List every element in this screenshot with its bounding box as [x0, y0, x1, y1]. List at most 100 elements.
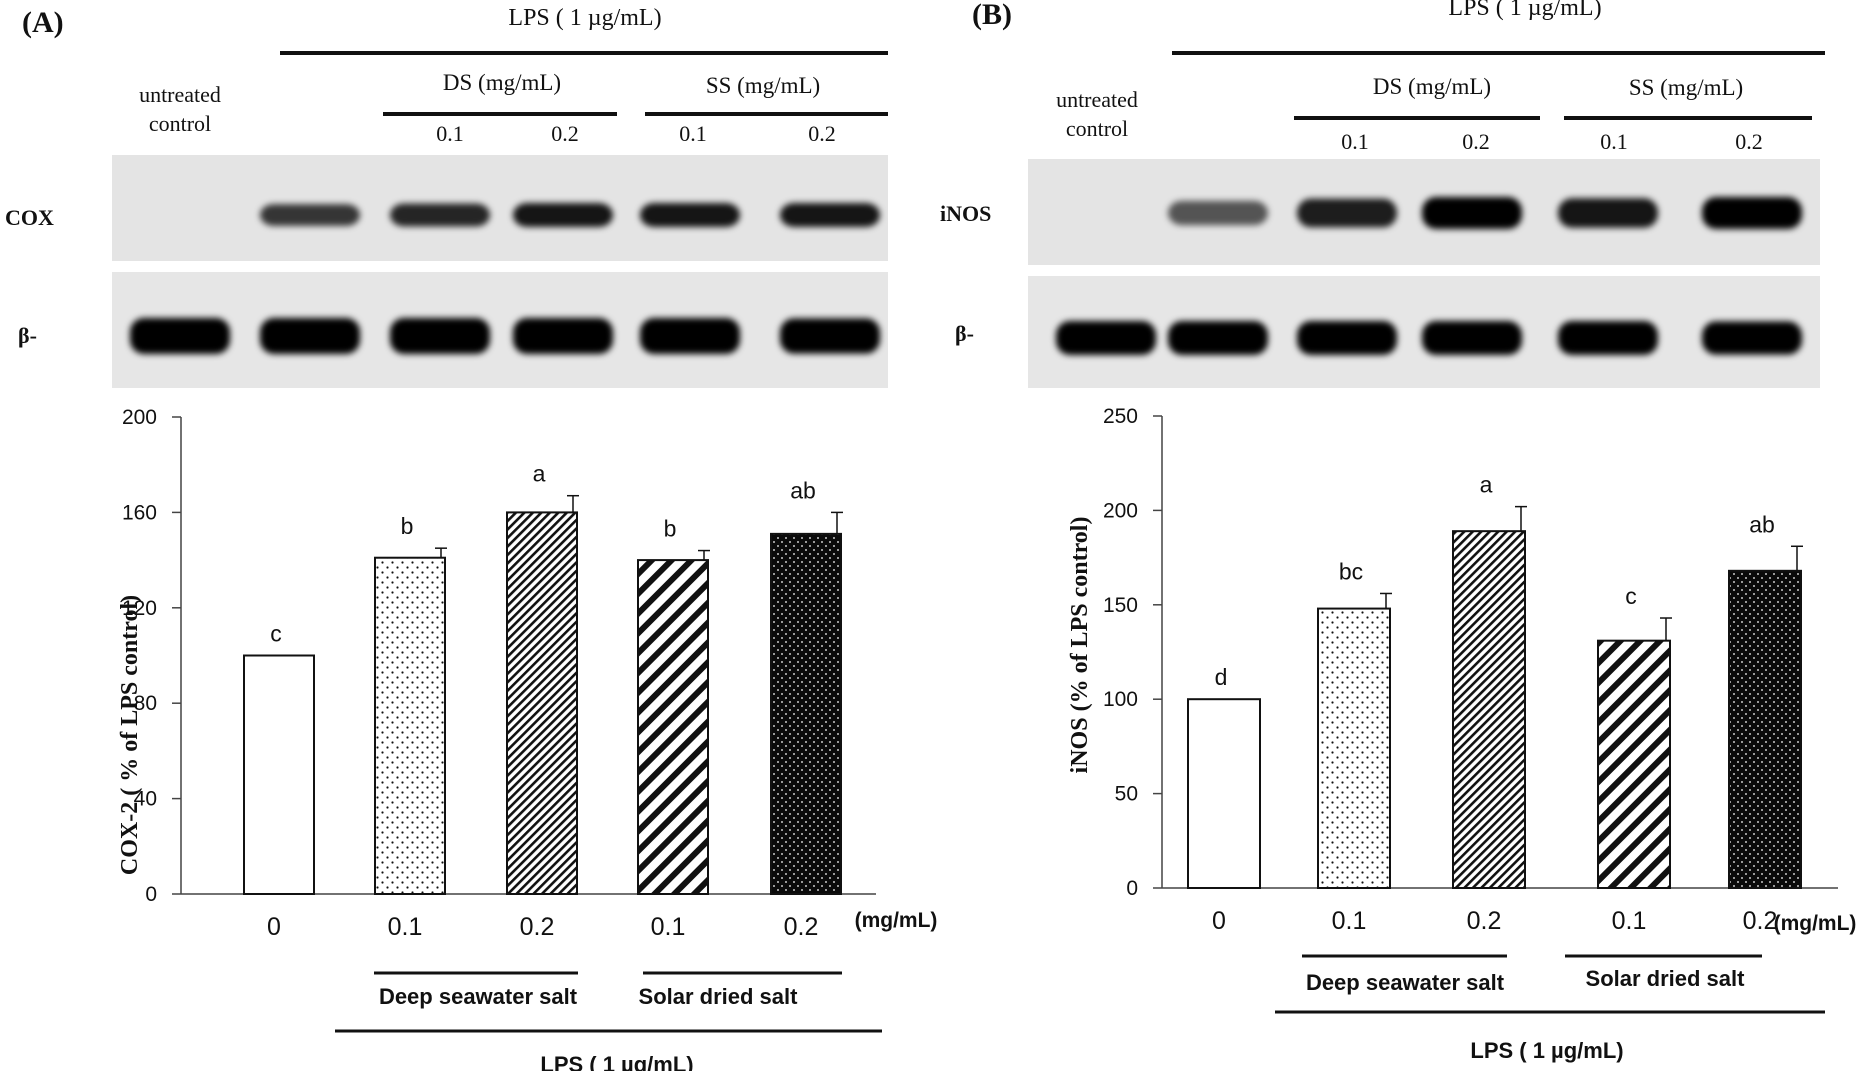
y-tick-label: 200 — [1103, 499, 1138, 522]
ss-group-label: SS (mg/mL) — [1629, 75, 1743, 100]
y-tick-label: 40 — [134, 788, 157, 811]
x-tick-label: 0.1 — [651, 913, 686, 941]
blot-band — [1702, 197, 1802, 229]
panel-label: (B) — [972, 0, 1012, 31]
y-axis-label: COX-2 ( % of LPS control) — [117, 595, 143, 875]
ds-group-label: DS (mg/mL) — [443, 70, 561, 95]
blot-row2-bands — [1056, 321, 1802, 355]
significance-letter: ab — [1749, 511, 1775, 537]
untreated-label-line1: untreated — [139, 82, 221, 107]
blot-band — [390, 318, 490, 354]
x-tick-label: 0.1 — [1332, 907, 1367, 935]
dose-label: 0.1 — [679, 121, 707, 146]
blot-row1-bands — [1168, 197, 1802, 229]
unit-label: (mg/mL) — [855, 909, 938, 932]
ds-group-label: DS (mg/mL) — [1373, 74, 1491, 99]
x-tick-label: 0.2 — [520, 913, 555, 941]
x-tick-label: 0.2 — [784, 913, 819, 941]
ss-group-label: SS (mg/mL) — [706, 73, 820, 98]
blot-band — [513, 318, 613, 354]
dose-label: 0.1 — [1600, 129, 1628, 154]
dose-label: 0.2 — [1735, 129, 1763, 154]
x-tick-label: 0 — [267, 913, 281, 941]
blot-band — [1558, 321, 1658, 355]
significance-letter: ab — [790, 477, 816, 503]
blot-row2-bands — [130, 318, 880, 354]
untreated-label-line1: untreated — [1056, 87, 1138, 112]
y-tick-label: 150 — [1103, 594, 1138, 617]
lps-bottom-label: LPS ( 1 µg/mL) — [540, 1052, 693, 1071]
blot-row2-membrane — [112, 272, 888, 388]
significance-letter: c — [270, 621, 282, 647]
bar — [1597, 639, 1671, 889]
blot-band — [780, 318, 880, 354]
blot-lps-label: LPS ( 1 µg/mL) — [1448, 0, 1601, 21]
group-label-deep-seawater: Deep seawater salt — [1306, 970, 1505, 995]
y-tick-label: 50 — [1115, 783, 1138, 806]
y-tick-label: 80 — [134, 692, 157, 715]
blot-band — [260, 204, 360, 226]
panel-a: (A) LPS ( 1 µg/mL) untreated control DS … — [5, 5, 937, 1071]
x-tick-label: 0 — [1212, 907, 1226, 935]
blot-band — [1422, 321, 1522, 355]
blot-band — [1168, 200, 1268, 226]
bar — [770, 532, 842, 895]
blot-row1-label: iNOS — [940, 201, 991, 226]
x-tick-label: 0.2 — [1743, 907, 1778, 935]
y-tick-label: 160 — [122, 501, 157, 524]
group-label-deep-seawater: Deep seawater salt — [379, 984, 578, 1009]
blot-band — [640, 318, 740, 354]
bar — [374, 556, 446, 896]
blot-band — [780, 203, 880, 227]
blot-row1-label: COX — [5, 205, 54, 230]
y-tick-label: 200 — [122, 406, 157, 429]
y-tick-label: 0 — [145, 883, 157, 906]
blot-band — [390, 203, 490, 227]
blot-row1-bands — [260, 203, 880, 227]
significance-letter: b — [664, 516, 677, 542]
panel-b: (B) LPS ( 1 µg/mL) untreated control DS … — [940, 0, 1856, 1063]
x-tick-label: 0.2 — [1467, 907, 1502, 935]
panel-label: (A) — [22, 6, 64, 39]
significance-letter: a — [533, 461, 546, 487]
y-tick-label: 0 — [1126, 877, 1138, 900]
blot-row1-membrane — [112, 155, 888, 261]
dose-label: 0.1 — [1341, 129, 1369, 154]
bar — [1317, 607, 1391, 889]
x-tick-label: 0.1 — [388, 913, 423, 941]
blot-band — [1297, 198, 1397, 228]
blot-lps-label: LPS ( 1 µg/mL) — [508, 5, 661, 31]
blot-band — [1422, 197, 1522, 229]
blot-band — [260, 318, 360, 354]
blot-band — [1056, 321, 1156, 355]
significance-letter: b — [401, 513, 414, 539]
blot-band — [1558, 198, 1658, 228]
significance-letter: c — [1625, 583, 1637, 609]
blot-row2-label: β- — [955, 321, 974, 346]
chart-a: 0 40 80 120 160 200 c 0 b 0.1 a 0.2 b 0.1 ab 0.2 — [122, 406, 876, 941]
y-tick-label: 250 — [1103, 405, 1138, 428]
blot-band — [1297, 321, 1397, 355]
significance-letter: d — [1215, 664, 1228, 690]
blot-row2-label: β- — [18, 323, 37, 348]
dose-label: 0.2 — [808, 121, 836, 146]
significance-letter: a — [1480, 472, 1493, 498]
group-label-solar-dried: Solar dried salt — [1586, 966, 1746, 991]
blot-band — [130, 318, 230, 354]
bar — [243, 654, 315, 895]
dose-label: 0.1 — [436, 121, 464, 146]
bar — [1187, 698, 1261, 890]
bar — [637, 559, 709, 895]
blot-band — [1702, 321, 1802, 355]
chart-b: 0 50 100 150 200 250 d 0 bc 0.1 a 0.2 c 0.1 ab 0.2 — [1103, 405, 1838, 935]
significance-letter: bc — [1339, 558, 1363, 584]
bar — [506, 511, 578, 896]
dose-label: 0.2 — [1462, 129, 1490, 154]
x-tick-label: 0.1 — [1612, 907, 1647, 935]
group-label-solar-dried: Solar dried salt — [639, 984, 799, 1009]
blot-band — [1168, 321, 1268, 355]
lps-bottom-label: LPS ( 1 µg/mL) — [1470, 1038, 1623, 1063]
blot-band — [513, 203, 613, 227]
blot-band — [640, 203, 740, 227]
